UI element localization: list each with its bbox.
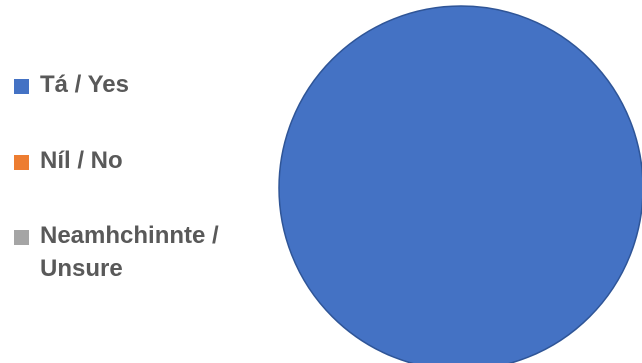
- legend-label-unsure: Neamhchinnte / Unsure: [40, 222, 219, 282]
- pie-slices: [278, 5, 642, 363]
- legend-item-unsure: Neamhchinnte / Unsure: [14, 219, 284, 285]
- legend-swatch-unsure: [14, 230, 29, 245]
- legend-label-yes: Tá / Yes: [40, 71, 129, 98]
- legend-swatch-no: [14, 155, 29, 170]
- chart-legend: Tá / Yes Níl / No Neamhchinnte / Unsure: [14, 68, 284, 285]
- legend-item-no: Níl / No: [14, 144, 284, 177]
- legend-item-yes: Tá / Yes: [14, 68, 284, 101]
- legend-swatch-yes: [14, 79, 29, 94]
- legend-label-no: Níl / No: [40, 147, 123, 174]
- pie-slice-yes: [278, 5, 642, 363]
